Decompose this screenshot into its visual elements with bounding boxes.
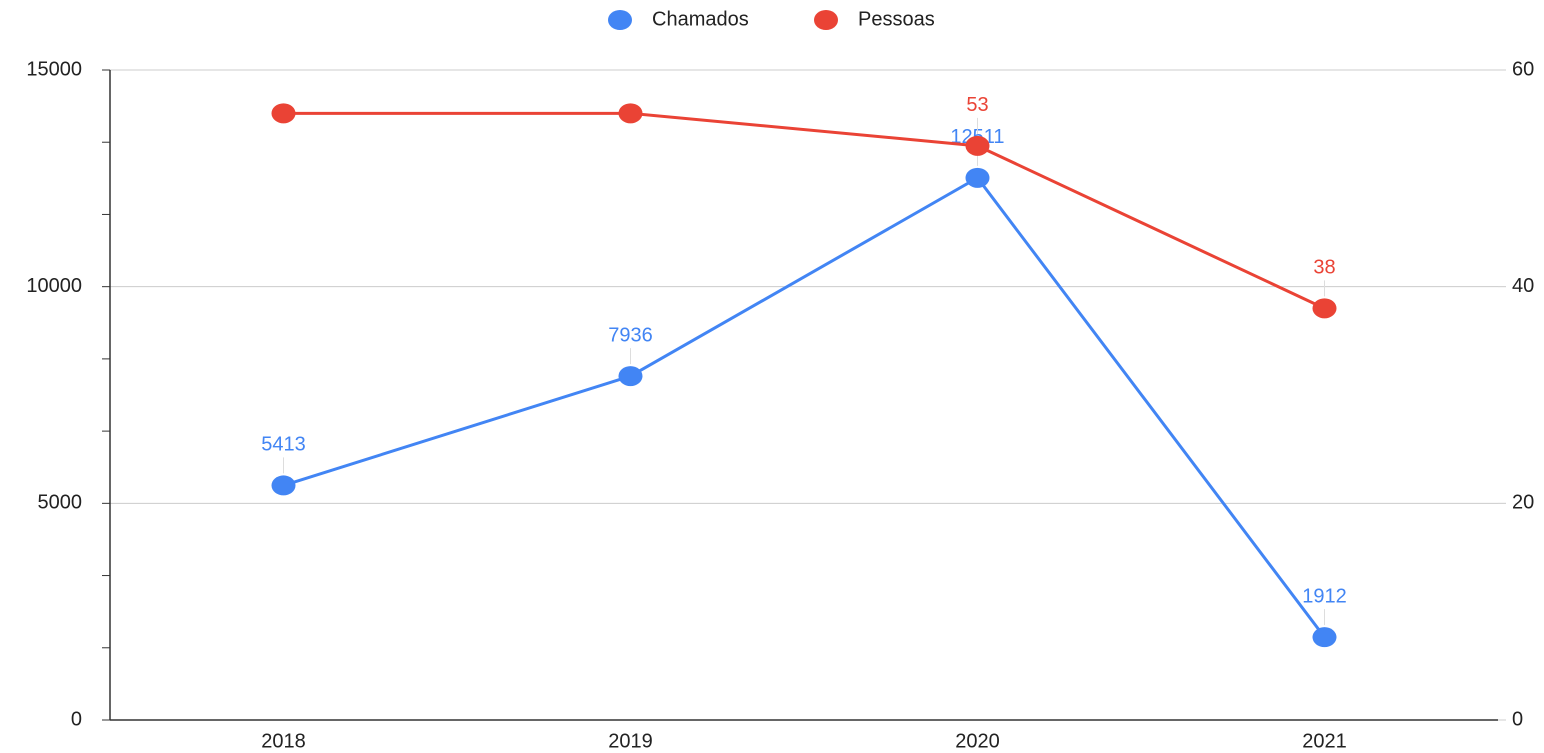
data-label: 38 [1313, 257, 1335, 279]
y-tick-label: 0 [71, 708, 82, 730]
y2-tick-label: 0 [1512, 708, 1523, 730]
data-point [965, 135, 990, 156]
data-point [618, 103, 643, 124]
data-point [1312, 627, 1337, 648]
data-label: 1912 [1302, 585, 1347, 607]
y2-tick-label: 20 [1512, 492, 1534, 514]
data-point [271, 103, 296, 124]
series-line [283, 175, 1326, 639]
data-point [271, 475, 296, 496]
x-tick-label: 2021 [1302, 730, 1347, 752]
legend-swatch [814, 10, 838, 30]
y2-tick-label: 60 [1512, 58, 1534, 80]
x-tick-label: 2018 [261, 730, 306, 752]
legend-swatch [608, 10, 632, 30]
data-point [618, 366, 643, 387]
data-label: 7936 [608, 324, 653, 346]
y-tick-label: 10000 [26, 275, 82, 297]
y-tick-label: 5000 [38, 492, 83, 514]
x-tick-label: 2020 [955, 730, 1000, 752]
y2-tick-label: 40 [1512, 275, 1534, 297]
legend-label: Chamados [652, 8, 749, 30]
x-tick-label: 2019 [608, 730, 653, 752]
series-line [283, 111, 1326, 310]
data-point [1312, 298, 1337, 319]
y-tick-label: 15000 [26, 58, 82, 80]
legend-label: Pessoas [858, 8, 935, 30]
data-label: 5413 [261, 434, 306, 456]
data-label: 53 [966, 94, 988, 116]
data-point [965, 167, 990, 188]
